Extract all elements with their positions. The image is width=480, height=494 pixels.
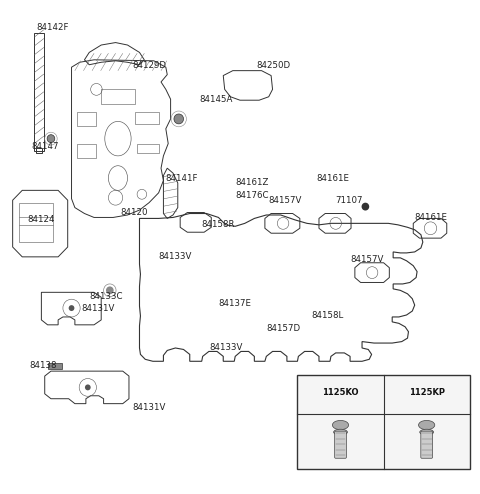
- Text: 84137E: 84137E: [218, 299, 252, 308]
- Text: 84161Z: 84161Z: [235, 178, 269, 187]
- Text: 84142F: 84142F: [36, 23, 69, 32]
- Ellipse shape: [419, 420, 435, 430]
- Text: 84133V: 84133V: [158, 252, 192, 261]
- Circle shape: [85, 384, 91, 390]
- Text: 84147: 84147: [32, 141, 60, 151]
- Circle shape: [47, 135, 55, 143]
- Text: 84145A: 84145A: [199, 95, 233, 104]
- Text: 84158R: 84158R: [202, 220, 235, 229]
- Text: 84129D: 84129D: [132, 61, 166, 70]
- Text: 84161E: 84161E: [317, 173, 349, 183]
- Text: 1125KP: 1125KP: [408, 388, 444, 397]
- Text: 84161E: 84161E: [415, 213, 448, 222]
- Text: 84250D: 84250D: [257, 61, 291, 70]
- Text: 84131V: 84131V: [132, 403, 166, 412]
- Text: 71107: 71107: [336, 196, 363, 205]
- Text: 84124: 84124: [27, 215, 55, 224]
- Text: 84157V: 84157V: [269, 196, 302, 205]
- Circle shape: [69, 305, 74, 311]
- Circle shape: [106, 287, 114, 294]
- Text: 84141F: 84141F: [166, 173, 198, 183]
- Circle shape: [361, 203, 369, 210]
- Text: 84133C: 84133C: [89, 292, 123, 301]
- Text: 84157V: 84157V: [350, 255, 384, 264]
- Text: 84157D: 84157D: [266, 324, 300, 333]
- Text: 84176C: 84176C: [235, 191, 269, 200]
- Text: 1125KO: 1125KO: [322, 388, 359, 397]
- Ellipse shape: [334, 429, 348, 435]
- Text: 84158L: 84158L: [312, 311, 344, 321]
- Ellipse shape: [332, 420, 348, 430]
- Polygon shape: [48, 363, 62, 369]
- Ellipse shape: [420, 429, 433, 435]
- Text: 84120: 84120: [120, 208, 148, 217]
- Bar: [298, 375, 470, 469]
- Text: 84133V: 84133V: [209, 343, 242, 353]
- FancyBboxPatch shape: [421, 431, 432, 458]
- Circle shape: [174, 114, 183, 124]
- Text: 84131V: 84131V: [81, 304, 114, 313]
- Text: 84138: 84138: [29, 361, 57, 370]
- FancyBboxPatch shape: [335, 431, 347, 458]
